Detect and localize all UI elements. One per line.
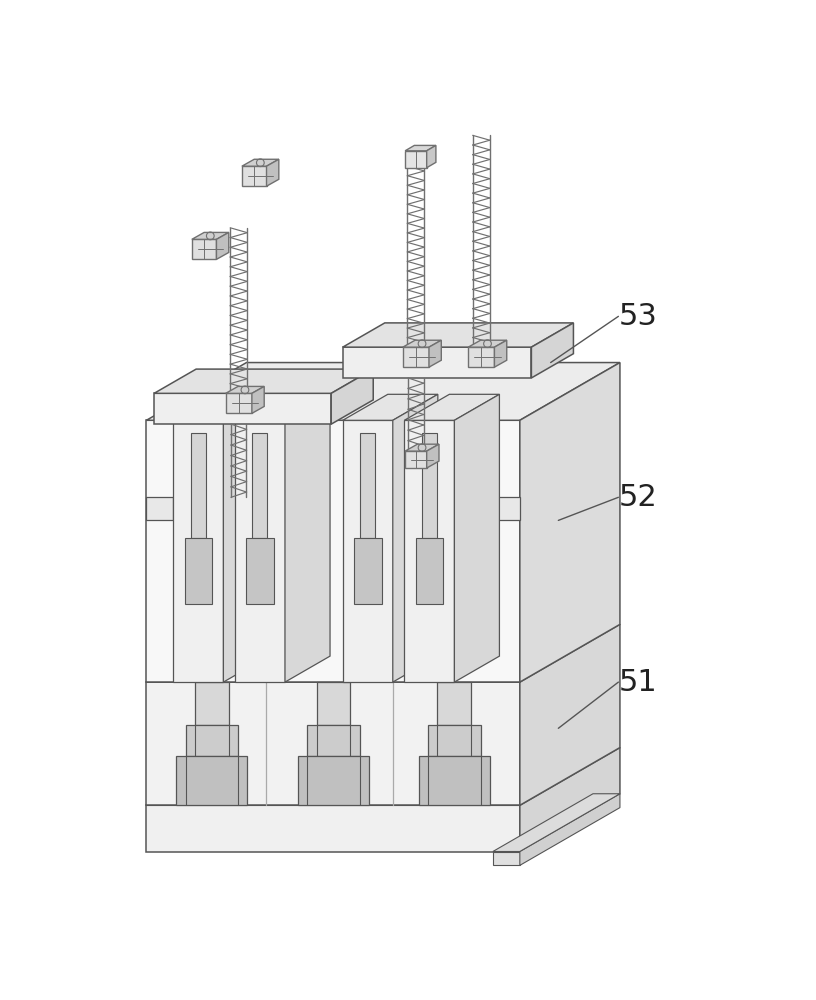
Text: 53: 53	[619, 302, 657, 331]
Polygon shape	[419, 756, 490, 805]
Polygon shape	[531, 323, 574, 378]
Polygon shape	[246, 538, 273, 604]
Polygon shape	[235, 394, 330, 420]
Polygon shape	[429, 340, 441, 367]
Polygon shape	[191, 433, 206, 538]
Polygon shape	[422, 433, 437, 538]
Polygon shape	[520, 748, 620, 852]
Polygon shape	[468, 340, 507, 347]
Polygon shape	[405, 451, 427, 468]
Polygon shape	[331, 369, 373, 424]
Polygon shape	[437, 682, 472, 725]
Polygon shape	[235, 420, 285, 682]
Polygon shape	[216, 232, 228, 259]
Polygon shape	[308, 725, 360, 756]
Polygon shape	[405, 145, 436, 151]
Polygon shape	[267, 159, 279, 186]
Polygon shape	[195, 682, 228, 725]
Polygon shape	[224, 394, 268, 682]
Polygon shape	[154, 369, 373, 393]
Polygon shape	[494, 340, 507, 367]
Polygon shape	[520, 794, 620, 865]
Polygon shape	[192, 239, 216, 259]
Polygon shape	[242, 166, 267, 186]
Polygon shape	[252, 433, 268, 538]
Polygon shape	[184, 538, 212, 604]
Polygon shape	[428, 725, 481, 756]
Polygon shape	[146, 624, 620, 682]
Polygon shape	[226, 386, 264, 393]
Polygon shape	[343, 394, 438, 420]
Polygon shape	[146, 497, 173, 520]
Polygon shape	[173, 420, 224, 682]
Polygon shape	[392, 394, 438, 682]
Text: 52: 52	[619, 483, 657, 512]
Polygon shape	[226, 393, 252, 413]
Polygon shape	[427, 145, 436, 168]
Polygon shape	[354, 538, 382, 604]
Polygon shape	[343, 420, 392, 682]
Polygon shape	[192, 232, 228, 239]
Polygon shape	[360, 433, 375, 538]
Polygon shape	[468, 347, 494, 367]
Polygon shape	[317, 682, 350, 725]
Polygon shape	[405, 394, 499, 420]
Polygon shape	[493, 852, 520, 865]
Polygon shape	[173, 394, 268, 420]
Polygon shape	[343, 323, 574, 347]
Polygon shape	[146, 682, 520, 805]
Text: 51: 51	[619, 668, 657, 697]
Polygon shape	[146, 748, 620, 805]
Polygon shape	[176, 756, 247, 805]
Polygon shape	[242, 159, 279, 166]
Polygon shape	[405, 420, 455, 682]
Polygon shape	[405, 151, 427, 168]
Polygon shape	[405, 444, 439, 451]
Polygon shape	[427, 444, 439, 468]
Polygon shape	[343, 347, 531, 378]
Polygon shape	[252, 386, 264, 413]
Polygon shape	[146, 420, 520, 682]
Polygon shape	[403, 340, 441, 347]
Polygon shape	[520, 363, 620, 682]
Polygon shape	[455, 394, 499, 682]
Polygon shape	[455, 497, 520, 520]
Polygon shape	[403, 347, 429, 367]
Polygon shape	[186, 725, 238, 756]
Polygon shape	[146, 805, 520, 852]
Polygon shape	[146, 363, 620, 420]
Polygon shape	[520, 624, 620, 805]
Polygon shape	[493, 794, 620, 852]
Polygon shape	[415, 538, 443, 604]
Polygon shape	[285, 394, 330, 682]
Polygon shape	[154, 393, 331, 424]
Polygon shape	[298, 756, 369, 805]
